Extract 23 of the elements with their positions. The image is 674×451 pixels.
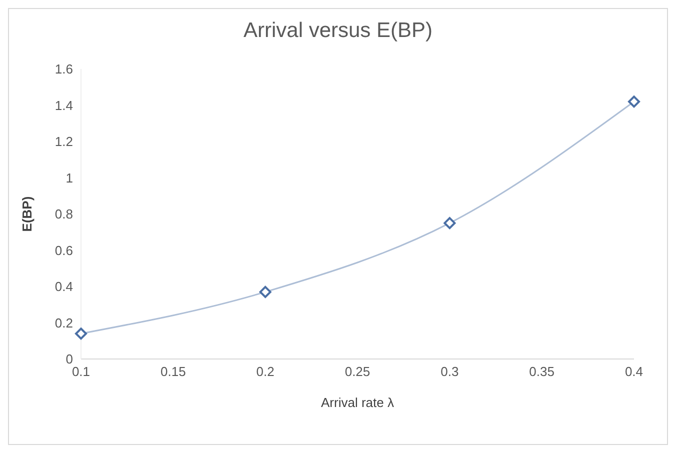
x-tick-label: 0.35 [529,364,554,380]
point [628,96,640,108]
x-tick-label: 0.1 [72,364,90,380]
y-tick-label: 1.6 [54,62,73,77]
x-tick-label: 0.4 [624,364,644,380]
y-tick-label: 1.4 [54,98,73,113]
y-tick-label: 0.2 [54,315,73,330]
y-tick-label: 1 [66,170,73,186]
y-tick-label: 1.2 [54,134,73,150]
y-tick-label: 0.8 [54,206,73,222]
y-tick-label: 0.6 [54,242,73,258]
y-axis-title: E(BP) [20,196,35,232]
x-tick-label: 0.25 [344,364,370,380]
point [259,286,272,298]
x-tick-label: 0.3 [440,364,459,380]
x-tick-label: 0.2 [256,364,274,380]
x-axis-title: Arrival rate λ [321,395,394,410]
point [444,217,456,230]
y-tick-label: 0 [66,352,73,367]
chart-title: Arrival versus E(BP) [242,19,434,44]
x-tick-label: 0.15 [160,364,186,380]
y-tick-label: 0.4 [54,279,73,294]
point [75,328,87,340]
